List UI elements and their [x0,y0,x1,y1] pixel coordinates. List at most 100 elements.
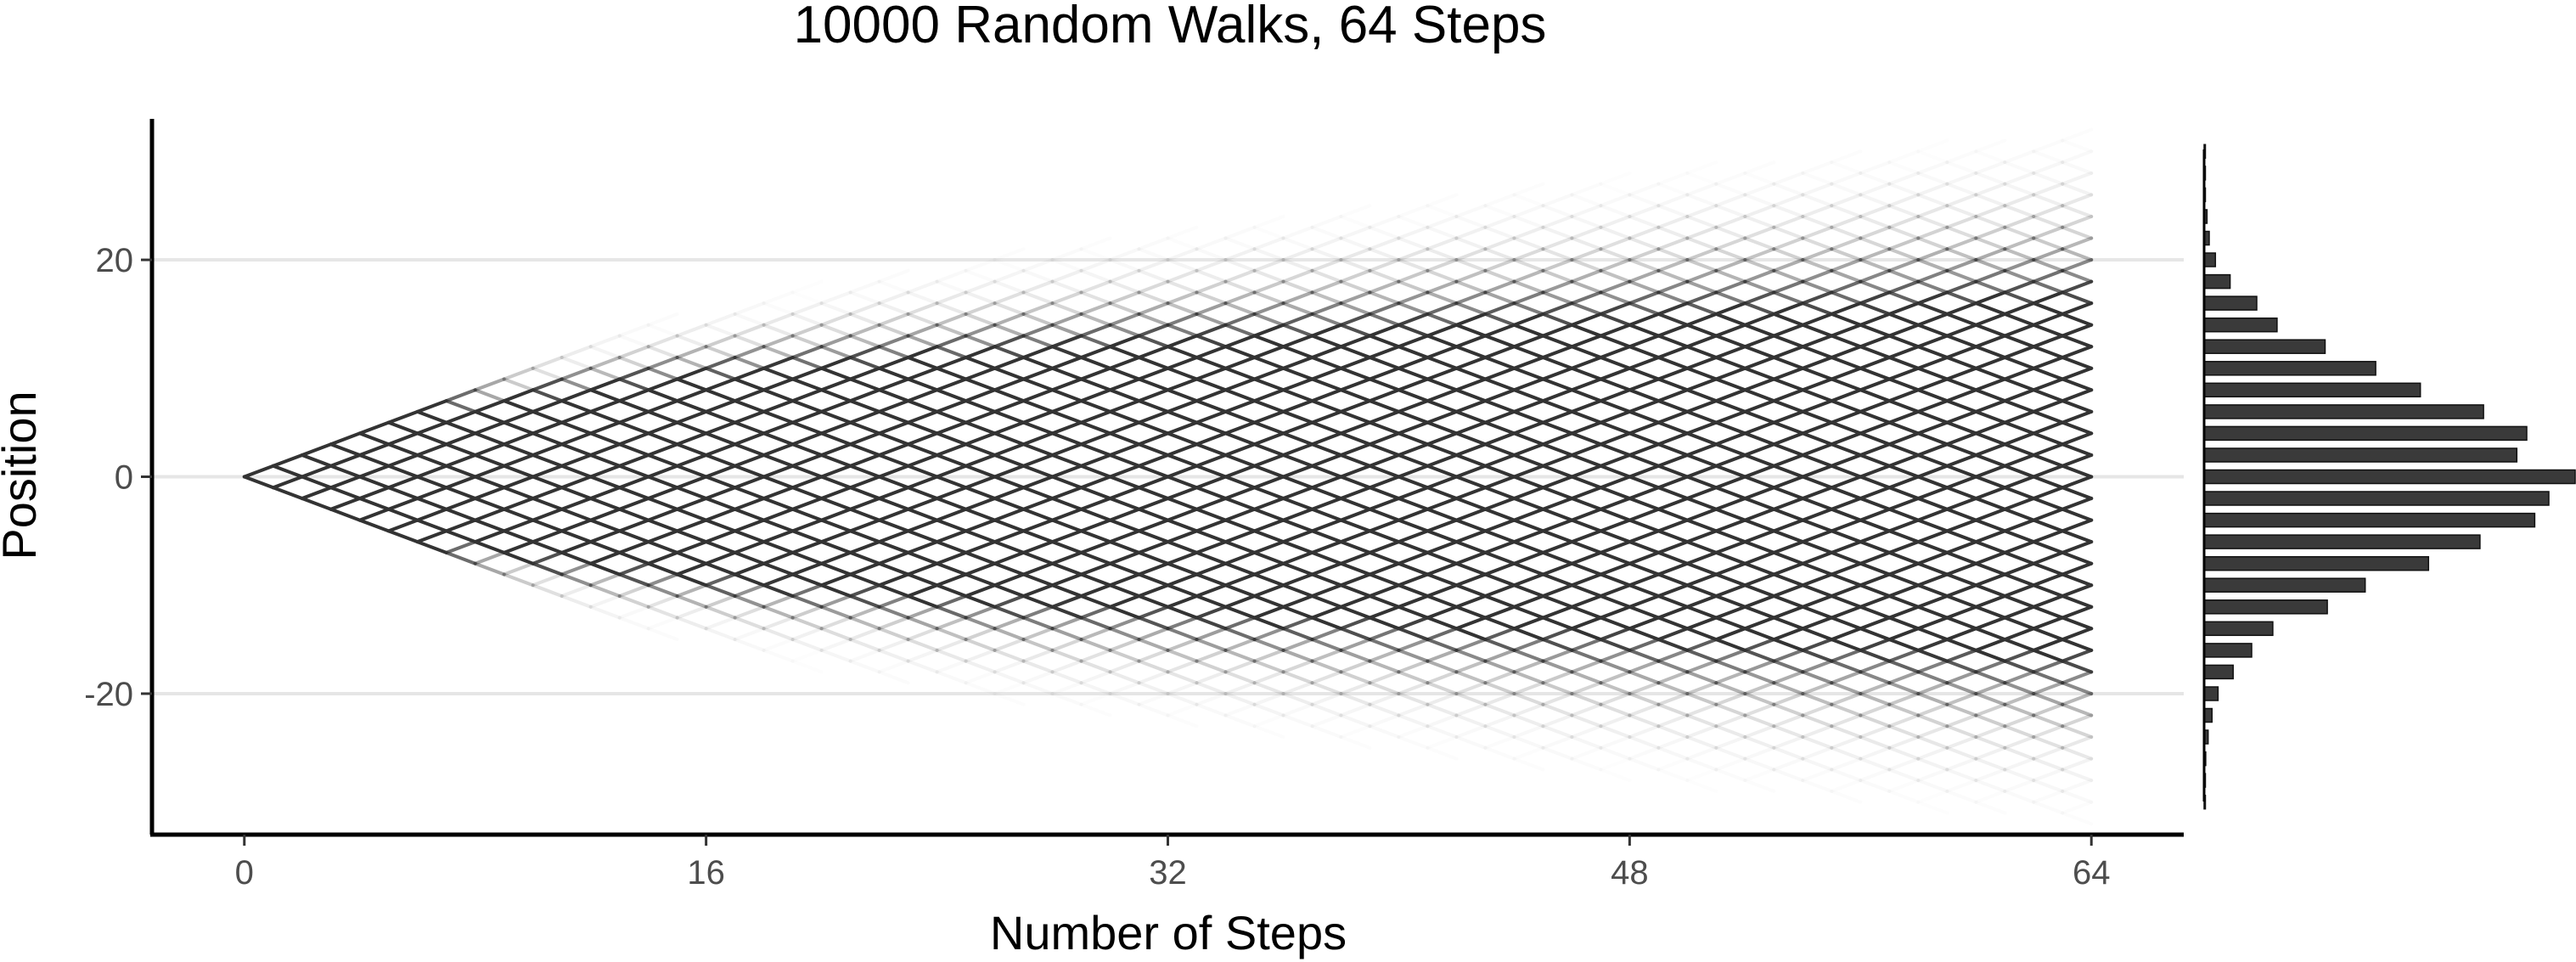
walk-segment [1195,616,1228,631]
walk-segment [790,561,824,577]
walk-segment [1281,377,1314,392]
walk-segment [1976,141,2005,152]
walk-segment [1483,550,1516,565]
walk-segment [848,486,881,500]
walk-segment [1166,475,1199,490]
walk-segment [1685,301,1718,316]
walk-segment [993,464,1026,479]
walk-segment [1599,323,1632,338]
walk-segment [1512,453,1545,468]
walk-segment [1541,356,1574,370]
walk-segment [1079,486,1112,500]
walk-segment [1281,638,1314,652]
walk-segment [733,399,766,413]
walk-segment [1108,431,1141,447]
walk-segment [617,356,650,370]
walk-segment [1859,757,1892,772]
walk-segment [1339,290,1372,306]
walk-segment [1916,735,1949,750]
walk-segment [762,475,795,490]
walk-segment [588,518,622,533]
walk-segment [1772,518,1805,533]
walk-segment [2032,594,2065,609]
walk-segment [1743,312,1776,327]
walk-segment [790,497,824,511]
walk-segment [1512,345,1545,359]
walk-segment [1050,399,1083,413]
walk-segment [993,616,1026,631]
walk-segment [1916,518,1949,533]
walk-segment [1772,247,1805,262]
walk-segment [1310,431,1343,447]
walk-segment [1859,561,1892,577]
walk-segment [1916,453,1949,468]
walk-segment [646,540,679,554]
walk-segment [1223,399,1257,413]
walk-segment [793,661,822,672]
walk-segment [1397,399,1430,413]
walk-segment [1166,550,1199,565]
walk-segment [762,377,795,392]
walk-segment [1743,258,1776,273]
walk-segment [819,301,852,316]
walk-segment [502,399,535,413]
walk-segment [1830,627,1863,642]
walk-segment [415,475,448,490]
walk-segment [1483,638,1516,652]
histogram-bar [2203,491,2550,506]
walk-segment [1310,561,1343,577]
walk-segment [415,442,448,457]
walk-segment [762,497,795,511]
walk-segment [1945,464,1978,479]
walk-segment [1570,724,1603,739]
x-axis-title: Number of Steps [990,906,1347,959]
walk-segment [1021,486,1055,500]
walk-segment [1397,475,1430,490]
walk-segment [733,420,766,436]
walk-segment [1974,356,2007,370]
walk-segment [649,618,678,629]
walk-segment [1050,475,1083,490]
walk-segment [560,464,593,479]
walk-segment [560,431,593,447]
walk-segment [993,377,1026,392]
walk-segment [935,638,968,652]
walk-segment [2032,540,2065,554]
walk-segment [964,323,997,338]
walk-segment [1801,409,1834,425]
walk-segment [1108,670,1141,685]
walk-segment [1368,258,1401,273]
walk-segment [1570,268,1603,284]
walk-segment [1079,431,1112,447]
walk-segment [1137,366,1170,381]
walk-segment [877,540,910,554]
walk-segment [1656,692,1690,706]
walk-segment [1166,486,1199,500]
walk-segment [1743,475,1776,490]
walk-segment [444,442,477,457]
walk-segment [1284,716,1313,727]
walk-segment [1223,345,1257,359]
walk-segment [1512,518,1545,533]
walk-segment [473,486,506,500]
walk-segment [1310,345,1343,359]
walk-segment [1368,345,1401,359]
walk-segment [1714,236,1747,251]
walk-segment [1599,442,1632,457]
walk-segment [1195,399,1228,413]
walk-segment [1628,247,1661,262]
walk-segment [1974,366,2007,381]
walk-segment [1945,659,1978,674]
walk-segment [1859,388,1892,403]
walk-segment [1628,236,1661,251]
walk-segment [1281,648,1314,663]
walk-segment [1859,377,1892,392]
walk-segment [1743,627,1776,642]
walk-segment [1252,399,1285,413]
walk-segment [1685,486,1718,500]
walk-segment [1743,247,1776,262]
walk-segment [1456,726,1485,737]
walk-segment [1456,205,1485,217]
walk-segment [1801,323,1834,338]
walk-segment [1801,268,1834,284]
